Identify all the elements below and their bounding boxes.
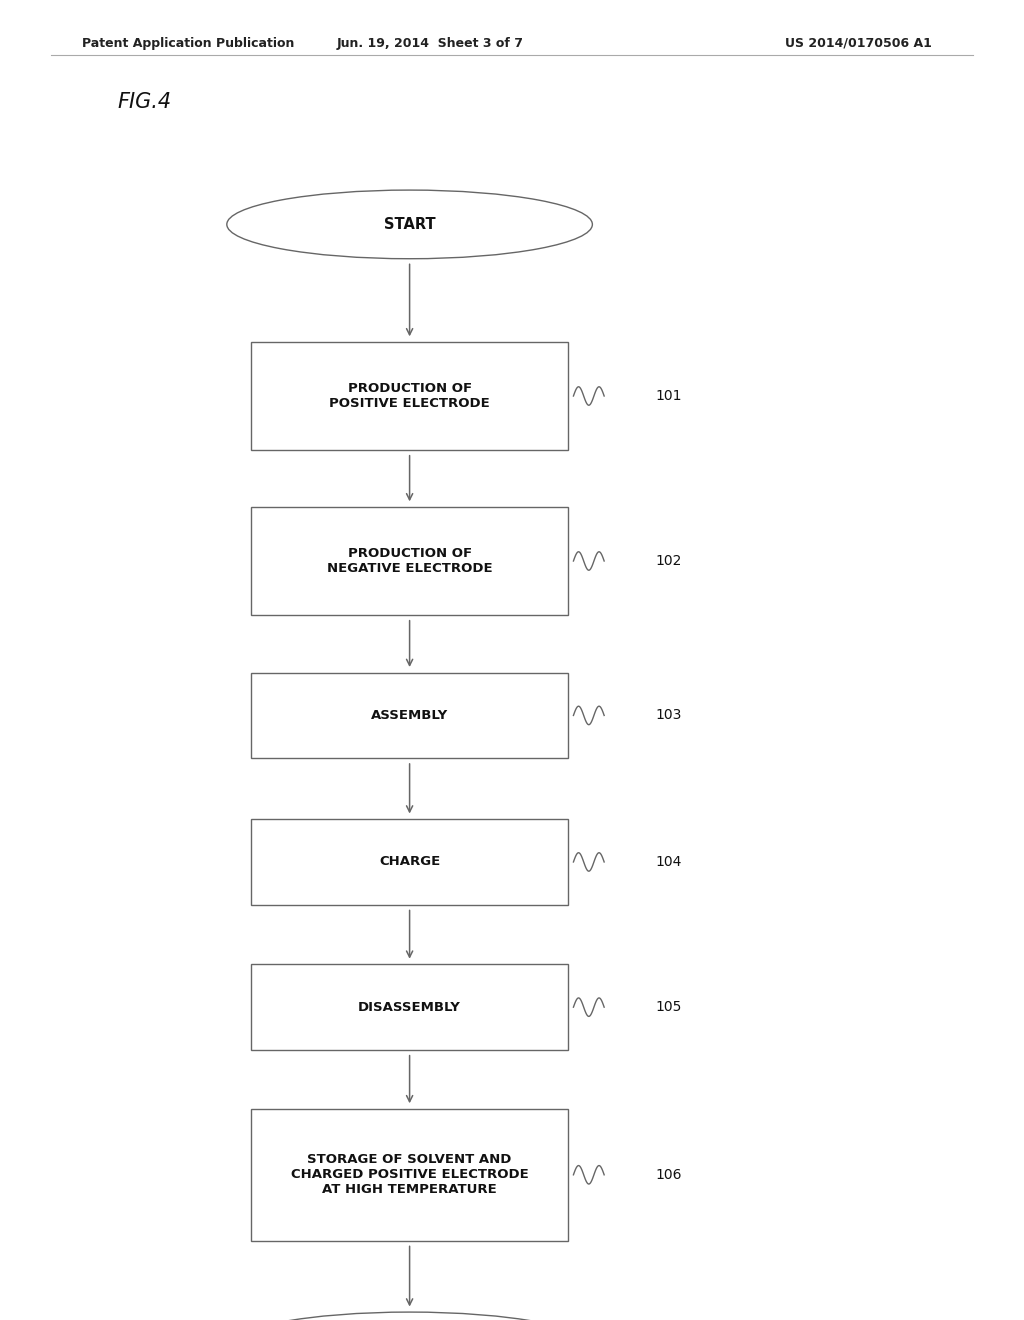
Bar (251, 964, 568, 1051)
Text: PRODUCTION OF
NEGATIVE ELECTRODE: PRODUCTION OF NEGATIVE ELECTRODE (327, 546, 493, 576)
Text: STORAGE OF SOLVENT AND
CHARGED POSITIVE ELECTRODE
AT HIGH TEMPERATURE: STORAGE OF SOLVENT AND CHARGED POSITIVE … (291, 1154, 528, 1196)
Text: 105: 105 (655, 1001, 682, 1014)
Bar (251, 818, 568, 906)
Text: 104: 104 (655, 855, 682, 869)
Text: 106: 106 (655, 1168, 682, 1181)
Text: 101: 101 (655, 389, 682, 403)
Text: 103: 103 (655, 709, 682, 722)
Bar (251, 673, 568, 758)
Text: US 2014/0170506 A1: US 2014/0170506 A1 (785, 37, 932, 50)
Bar (251, 1109, 568, 1241)
Ellipse shape (227, 1312, 592, 1320)
Bar (251, 507, 568, 615)
Text: START: START (384, 216, 435, 232)
Text: Patent Application Publication: Patent Application Publication (82, 37, 294, 50)
Text: DISASSEMBLY: DISASSEMBLY (358, 1001, 461, 1014)
Ellipse shape (227, 190, 592, 259)
Text: PRODUCTION OF
POSITIVE ELECTRODE: PRODUCTION OF POSITIVE ELECTRODE (330, 381, 489, 411)
Text: 102: 102 (655, 554, 682, 568)
Text: FIG.4: FIG.4 (118, 92, 172, 112)
Bar (251, 342, 568, 450)
Text: ASSEMBLY: ASSEMBLY (371, 709, 449, 722)
Text: CHARGE: CHARGE (379, 855, 440, 869)
Text: Jun. 19, 2014  Sheet 3 of 7: Jun. 19, 2014 Sheet 3 of 7 (337, 37, 523, 50)
